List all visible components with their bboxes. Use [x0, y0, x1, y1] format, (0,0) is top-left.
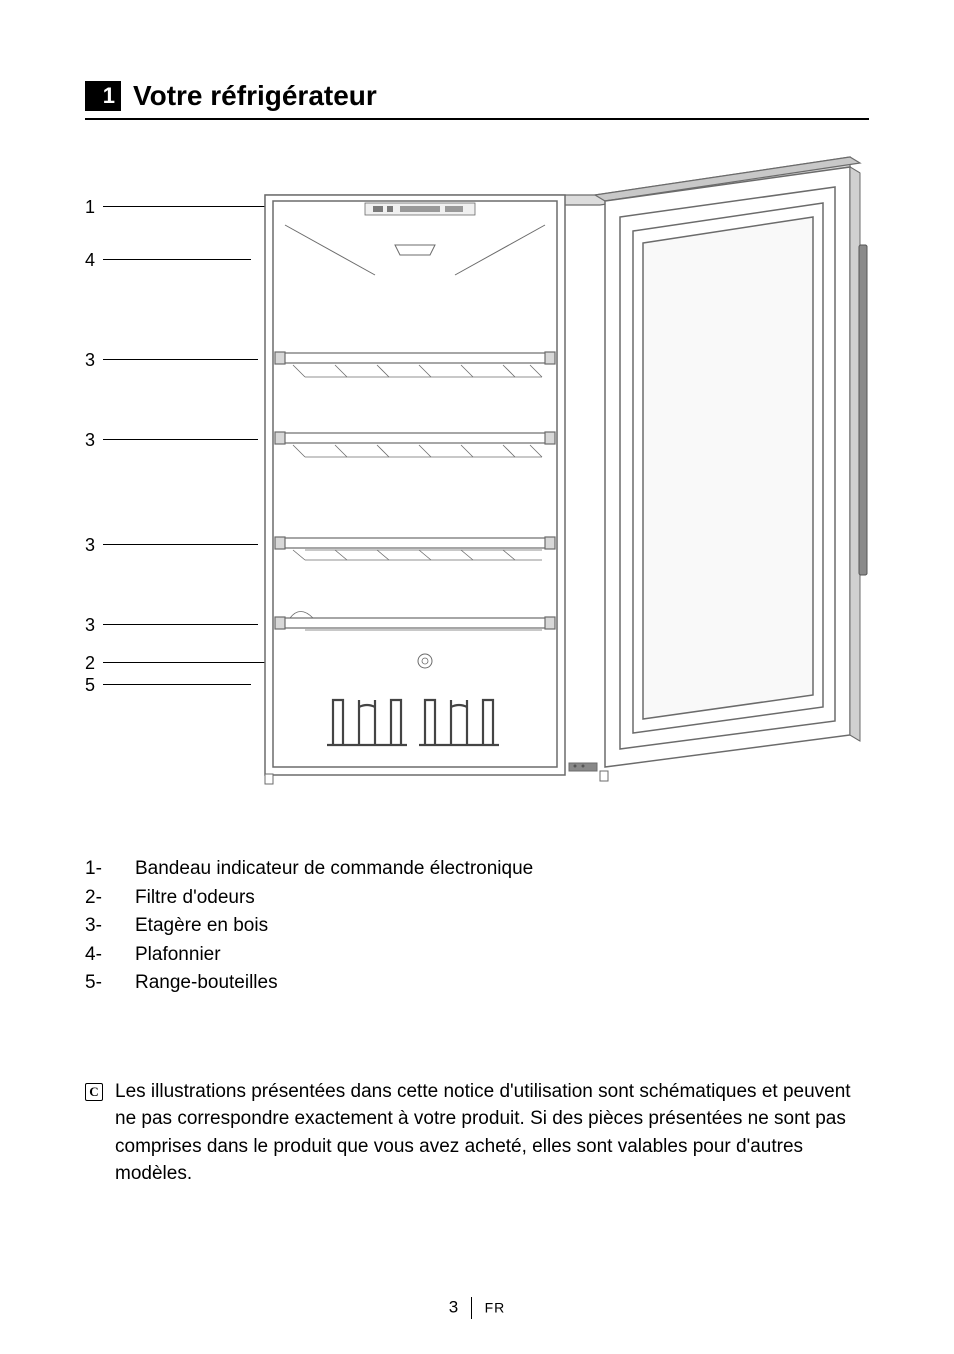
- section-title: Votre réfrigérateur: [133, 80, 377, 112]
- diagram-area: 1 4 3 3 3 3 2 5: [85, 155, 869, 795]
- callout-line: [103, 544, 258, 545]
- callout-5: 5: [85, 675, 95, 696]
- list-item-label: Filtre d'odeurs: [135, 884, 255, 913]
- note-text: Les illustrations présentées dans cette …: [115, 1078, 869, 1188]
- callout-3b: 3: [85, 430, 95, 451]
- language-code: FR: [485, 1299, 506, 1315]
- callout-line: [103, 359, 258, 360]
- callout-2: 2: [85, 653, 95, 674]
- parts-list: 1- Bandeau indicateur de commande électr…: [85, 855, 869, 998]
- info-icon: C: [85, 1078, 115, 1188]
- list-item: 3- Etagère en bois: [85, 912, 869, 941]
- list-item-num: 2-: [85, 884, 135, 913]
- list-item: 5- Range-bouteilles: [85, 969, 869, 998]
- page-number: 3: [449, 1297, 458, 1316]
- page-footer: 3 FR: [0, 1297, 954, 1319]
- list-item-label: Etagère en bois: [135, 912, 268, 941]
- list-item-num: 4-: [85, 941, 135, 970]
- note-block: C Les illustrations présentées dans cett…: [85, 1078, 869, 1188]
- list-item-label: Bandeau indicateur de commande électroni…: [135, 855, 533, 884]
- list-item-num: 5-: [85, 969, 135, 998]
- callout-3c: 3: [85, 535, 95, 556]
- callout-1: 1: [85, 197, 95, 218]
- list-item: 2- Filtre d'odeurs: [85, 884, 869, 913]
- callout-line: [103, 684, 251, 685]
- footer-divider: [471, 1297, 472, 1319]
- list-item: 4- Plafonnier: [85, 941, 869, 970]
- callout-3a: 3: [85, 350, 95, 371]
- list-item-label: Plafonnier: [135, 941, 221, 970]
- callout-3d: 3: [85, 615, 95, 636]
- section-header: 1 Votre réfrigérateur: [85, 80, 869, 120]
- refrigerator-diagram: [255, 155, 875, 795]
- list-item-num: 3-: [85, 912, 135, 941]
- section-number: 1: [85, 81, 121, 111]
- list-item: 1- Bandeau indicateur de commande électr…: [85, 855, 869, 884]
- list-item-num: 1-: [85, 855, 135, 884]
- callout-line: [103, 624, 258, 625]
- callout-line: [103, 259, 251, 260]
- callout-line: [103, 439, 258, 440]
- list-item-label: Range-bouteilles: [135, 969, 278, 998]
- callout-4: 4: [85, 250, 95, 271]
